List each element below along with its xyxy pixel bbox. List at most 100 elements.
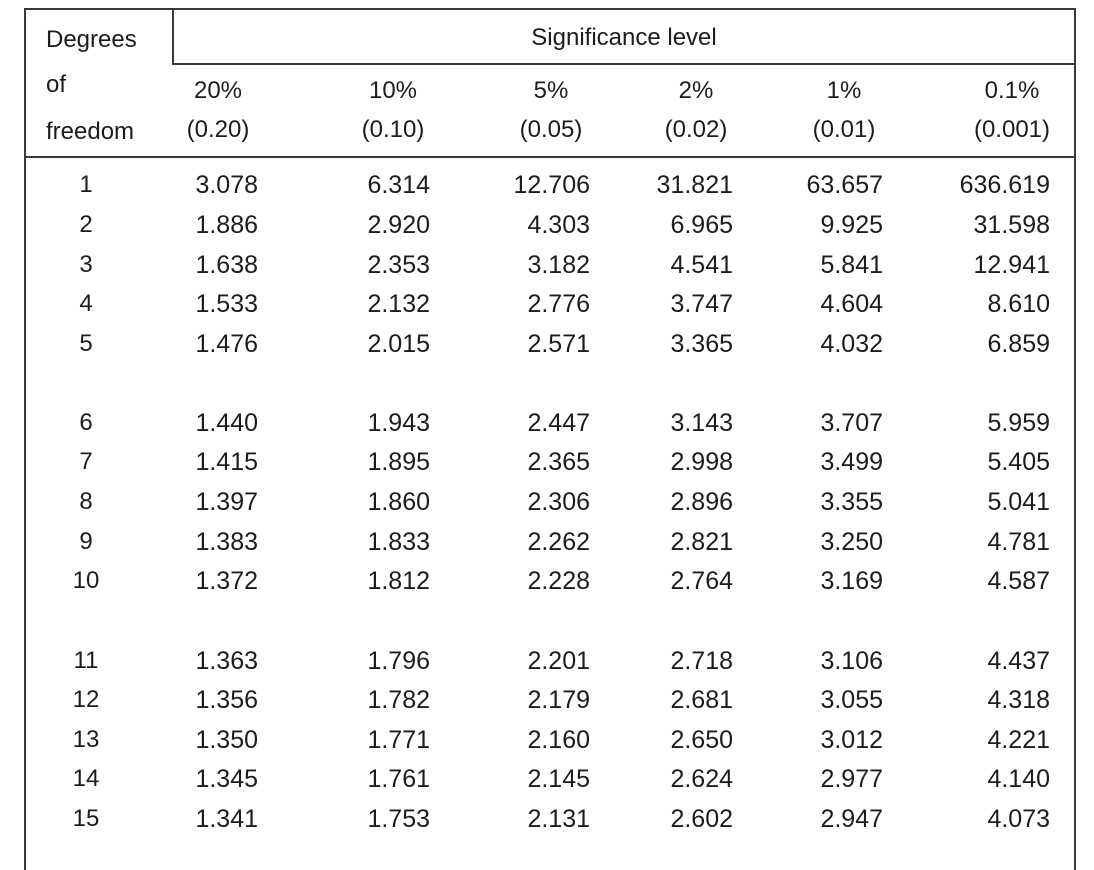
table-cell: 3.143 (670, 409, 733, 437)
table-cell: 2.179 (527, 686, 590, 714)
table-cell: 6.965 (670, 211, 733, 239)
table-cell: 4.604 (820, 290, 883, 318)
table-cell: 1.753 (367, 805, 430, 833)
col-header-decimal: (0.10) (361, 116, 425, 143)
t-table: Degrees of freedom Significance level 20… (24, 8, 1076, 870)
row-df-label: 5 (79, 330, 93, 357)
table-cell: 4.781 (987, 528, 1050, 556)
row-df-label: 13 (72, 726, 100, 753)
dof-header-line2: of (46, 71, 67, 98)
col-header-decimal: (0.001) (973, 116, 1051, 143)
header-divider-significance (172, 63, 1074, 65)
table-cell: 1.895 (367, 448, 430, 476)
table-cell: 1.345 (195, 765, 258, 793)
table-cell: 2.447 (527, 409, 590, 437)
table-cell: 3.055 (820, 686, 883, 714)
table-cell: 2.262 (527, 528, 590, 556)
table-cell: 4.140 (987, 765, 1050, 793)
table-cell: 3.499 (820, 448, 883, 476)
table-cell: 2.145 (527, 765, 590, 793)
significance-level-title: Significance level (531, 24, 717, 51)
row-df-label: 12 (72, 686, 100, 713)
table-cell: 1.363 (195, 647, 258, 675)
row-df-label: 7 (79, 448, 93, 475)
table-cell: 3.747 (670, 290, 733, 318)
table-cell: 2.920 (367, 211, 430, 239)
header-divider-vertical (172, 10, 174, 63)
col-header-decimal: (0.20) (186, 116, 250, 143)
table-cell: 1.533 (195, 290, 258, 318)
col-header-percent: 2% (678, 77, 714, 104)
col-header-percent: 1% (826, 77, 862, 104)
table-cell: 1.638 (195, 251, 258, 279)
table-cell: 2.896 (670, 488, 733, 516)
table-cell: 6.314 (367, 171, 430, 199)
row-df-label: 4 (79, 290, 93, 317)
table-cell: 2.977 (820, 765, 883, 793)
table-cell: 1.350 (195, 726, 258, 754)
table-cell: 2.131 (527, 805, 590, 833)
table-cell: 2.998 (670, 448, 733, 476)
table-cell: 3.078 (195, 171, 258, 199)
row-df-label: 10 (72, 567, 100, 594)
table-cell: 5.841 (820, 251, 883, 279)
table-cell: 1.383 (195, 528, 258, 556)
table-cell: 2.160 (527, 726, 590, 754)
table-cell: 1.397 (195, 488, 258, 516)
table-cell: 2.650 (670, 726, 733, 754)
table-cell: 4.437 (987, 647, 1050, 675)
col-header-percent: 10% (368, 77, 418, 104)
table-cell: 2.365 (527, 448, 590, 476)
table-cell: 1.771 (367, 726, 430, 754)
table-cell: 12.941 (973, 251, 1050, 279)
table-cell: 3.707 (820, 409, 883, 437)
table-cell: 2.776 (527, 290, 590, 318)
table-cell: 3.182 (527, 251, 590, 279)
table-cell: 31.598 (973, 211, 1050, 239)
table-cell: 1.796 (367, 647, 430, 675)
col-header-decimal: (0.02) (664, 116, 728, 143)
row-df-label: 2 (79, 211, 93, 238)
col-header-percent: 0.1% (984, 77, 1040, 104)
table-cell: 2.015 (367, 330, 430, 358)
table-cell: 4.318 (987, 686, 1050, 714)
col-header-percent: 5% (533, 77, 569, 104)
table-cell: 1.476 (195, 330, 258, 358)
table-cell: 2.624 (670, 765, 733, 793)
table-cell: 1.833 (367, 528, 430, 556)
row-df-label: 15 (72, 805, 100, 832)
table-cell: 1.886 (195, 211, 258, 239)
table-cell: 4.032 (820, 330, 883, 358)
table-cell: 2.602 (670, 805, 733, 833)
table-cell: 2.947 (820, 805, 883, 833)
table-cell: 3.365 (670, 330, 733, 358)
table-cell: 1.761 (367, 765, 430, 793)
table-cell: 2.681 (670, 686, 733, 714)
table-cell: 2.821 (670, 528, 733, 556)
table-cell: 5.041 (987, 488, 1050, 516)
table-cell: 2.353 (367, 251, 430, 279)
table-cell: 8.610 (987, 290, 1050, 318)
table-cell: 5.959 (987, 409, 1050, 437)
table-cell: 3.250 (820, 528, 883, 556)
table-cell: 2.306 (527, 488, 590, 516)
dof-header-line3: freedom (46, 118, 135, 145)
table-cell: 1.440 (195, 409, 258, 437)
col-header-decimal: (0.05) (519, 116, 583, 143)
table-cell: 6.859 (987, 330, 1050, 358)
table-cell: 1.356 (195, 686, 258, 714)
table-cell: 4.221 (987, 726, 1050, 754)
table-cell: 1.782 (367, 686, 430, 714)
table-cell: 31.821 (656, 171, 733, 199)
col-header-percent: 20% (193, 77, 243, 104)
table-cell: 4.541 (670, 251, 733, 279)
table-cell: 2.201 (527, 647, 590, 675)
header-divider-bottom (26, 156, 1074, 158)
table-cell: 2.132 (367, 290, 430, 318)
row-df-label: 11 (73, 647, 99, 674)
table-cell: 3.106 (820, 647, 883, 675)
row-df-label: 8 (79, 488, 93, 515)
table-cell: 12.706 (513, 171, 590, 199)
row-df-label: 9 (79, 528, 93, 555)
table-cell: 63.657 (806, 171, 883, 199)
